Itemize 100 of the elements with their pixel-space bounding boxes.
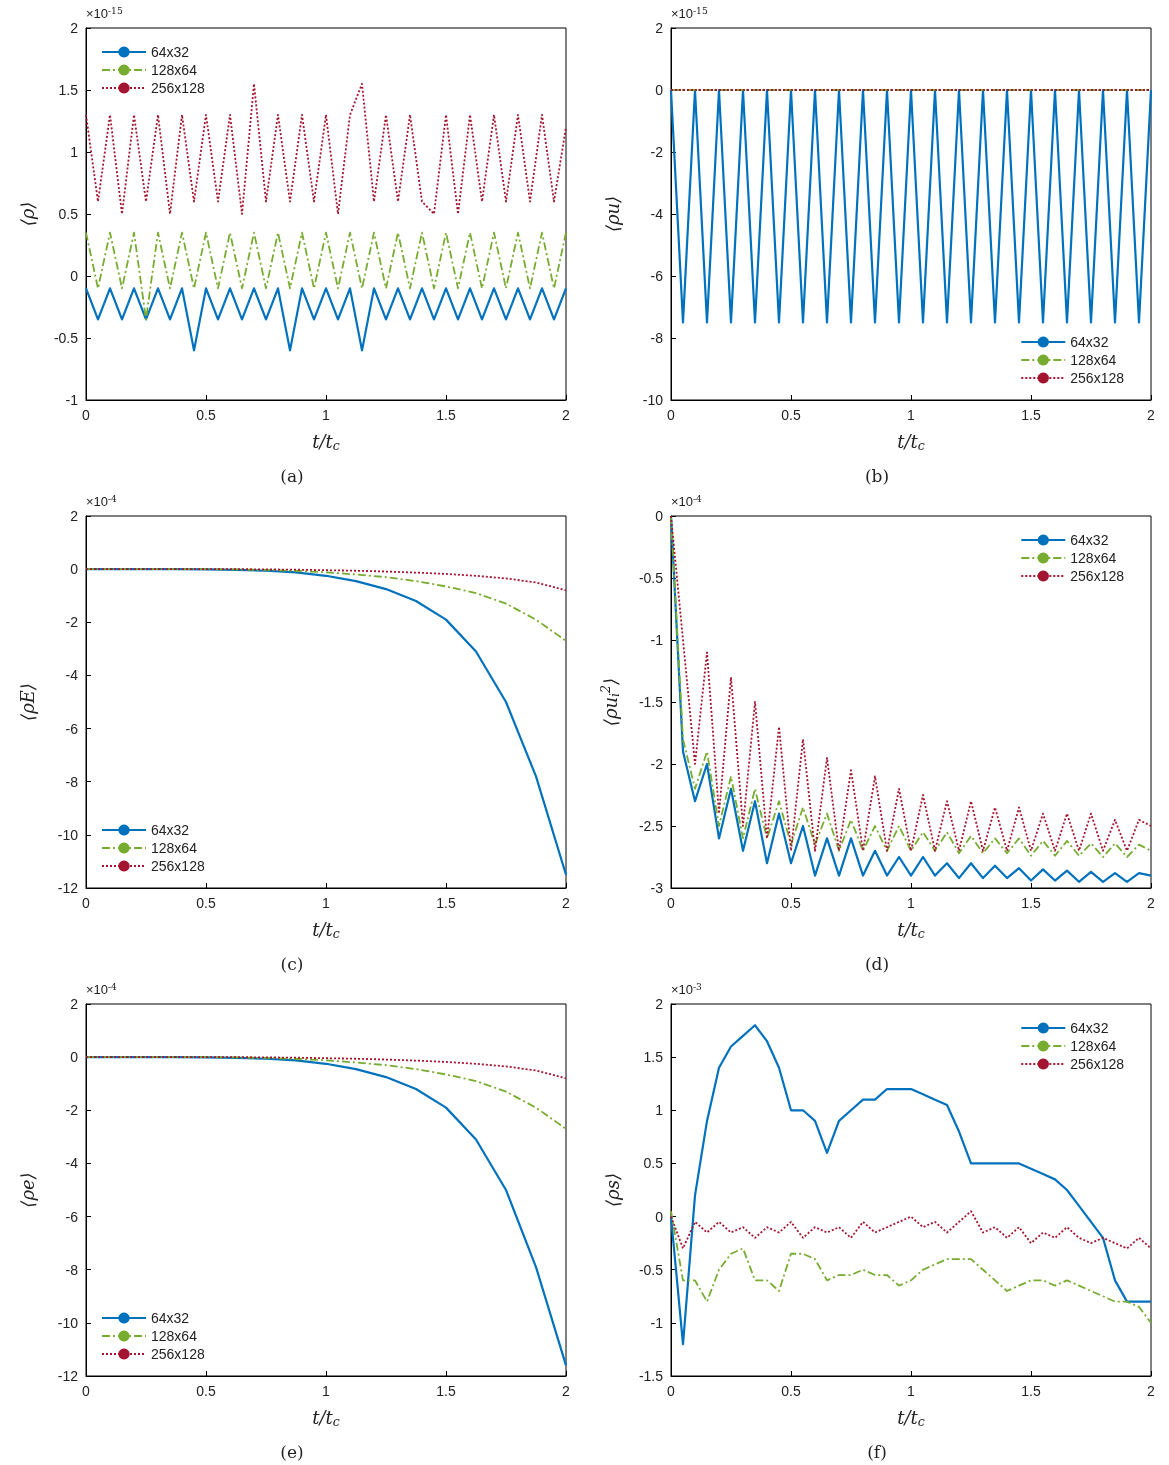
line-series [670, 1210, 1152, 1250]
y-tick-label: 1 [70, 144, 79, 160]
y-tick-label: 0.5 [643, 1155, 664, 1172]
x-tick-label: 1.5 [436, 407, 456, 423]
x-tick-label: 0 [667, 1383, 676, 1399]
y-tick-label: -10 [57, 826, 79, 843]
x-tick-label: 1 [907, 895, 916, 911]
text: (e) [280, 1441, 304, 1462]
y-axis-title: ⟨ρs⟩ [601, 1173, 623, 1207]
y-tick-label: 2 [655, 996, 664, 1012]
line-series [670, 1210, 1152, 1324]
x-tick-label: 1.5 [436, 895, 456, 911]
legend-label: 128x64 [1070, 550, 1117, 566]
text: (f) [867, 1441, 887, 1462]
x-tick-label: 0.5 [781, 407, 801, 423]
y-tick-label: 0 [70, 1049, 79, 1066]
x-tick-label: 0.5 [781, 1383, 801, 1399]
legend-label: 256x128 [1070, 568, 1125, 584]
x-tick-label: 0 [82, 895, 91, 911]
x-tick-label: 1.5 [1021, 895, 1041, 911]
x-tick-label: 0 [667, 407, 676, 423]
y-tick-label: -4 [650, 206, 664, 222]
y-tick-label: -1.5 [638, 1368, 664, 1384]
x-tick-label: 1.5 [1021, 407, 1041, 423]
x-tick-label: 0 [667, 895, 676, 911]
x-tick-label: 2 [562, 1383, 571, 1399]
y-tick-label: -12 [57, 1368, 79, 1384]
y-tick-label: -0.5 [53, 330, 79, 346]
y-tick-label: 0 [655, 1208, 664, 1225]
y-tick-label: -2.5 [638, 818, 664, 834]
text: (b) [864, 465, 890, 486]
x-tick-label: 0.5 [196, 407, 216, 423]
legend-label: 128x64 [151, 62, 198, 78]
y-tick-label: 0 [70, 268, 79, 284]
x-tick-label: 2 [562, 407, 571, 423]
y-tick-label: 0 [655, 508, 664, 524]
y-tick-label: -4 [65, 667, 79, 684]
y-tick-label: -10 [642, 392, 664, 408]
y-tick-label: 2 [70, 996, 79, 1012]
x-tick-label: 1 [322, 895, 331, 911]
y-tick-label: -2 [650, 144, 664, 160]
x-tick-label: 0.5 [196, 895, 216, 911]
x-tick-label: 0 [82, 407, 91, 423]
x-tick-label: 1 [322, 1383, 331, 1399]
y-tick-label: 2 [70, 508, 79, 524]
x-tick-label: 1 [907, 407, 916, 423]
x-tick-label: 1.5 [436, 1383, 456, 1399]
x-tick-label: 2 [562, 895, 571, 911]
x-tick-label: 1 [907, 1383, 916, 1399]
y-tick-label: -2 [650, 756, 664, 772]
x-tick-label: 1 [322, 407, 331, 423]
legend-label: 64x32 [1070, 334, 1109, 350]
y-tick-label: 0 [655, 82, 664, 98]
y-axis-title: ⟨ρE⟩ [16, 683, 38, 721]
y-tick-label: -8 [65, 773, 79, 790]
y-axis-title: ⟨ρui2⟩ [598, 677, 622, 727]
legend-label: 256x128 [151, 80, 205, 96]
y-tick-label: 1.5 [58, 82, 79, 98]
line-series [669, 1024, 1153, 1346]
y-tick-label: -0.5 [638, 570, 664, 586]
x-tick-label: 0.5 [196, 1383, 216, 1399]
y-tick-label: 0.5 [58, 206, 79, 222]
text: (c) [280, 953, 304, 974]
text: (d) [864, 953, 890, 974]
x-tick-label: 1.5 [1021, 1383, 1041, 1399]
legend-label: 64x32 [1070, 532, 1109, 548]
y-tick-label: 2 [70, 20, 79, 36]
x-tick-label: 2 [1147, 1383, 1156, 1399]
y-tick-label: -12 [57, 880, 79, 896]
y-tick-label: -6 [650, 268, 664, 284]
y-tick-label: -3 [650, 880, 664, 896]
legend-label: 64x32 [1070, 1020, 1109, 1036]
line-series [85, 568, 567, 592]
line-series [85, 82, 567, 215]
legend-label: 64x32 [151, 1310, 190, 1326]
y-axis-title: ⟨ρu⟩ [601, 195, 623, 233]
y-tick-label: -6 [65, 1208, 79, 1225]
line-series [85, 568, 567, 642]
y-tick-label: 2 [655, 20, 664, 36]
y-tick-label: -1 [650, 1314, 664, 1331]
legend-label: 256x128 [151, 858, 205, 874]
legend-label: 256x128 [1070, 1056, 1125, 1072]
y-tick-label: -10 [57, 1314, 79, 1331]
x-tick-label: 0 [82, 1383, 91, 1399]
y-tick-label: 1.5 [643, 1049, 664, 1066]
x-tick-label: 0.5 [781, 895, 801, 911]
legend-label: 256x128 [151, 1346, 205, 1362]
y-axis-title: ⟨ρ⟩ [16, 201, 38, 227]
text: (a) [280, 465, 304, 486]
y-tick-label: -1.5 [638, 694, 664, 710]
y-tick-label: 0 [70, 561, 79, 578]
y-tick-label: 1 [655, 1102, 664, 1119]
y-tick-label: -8 [65, 1261, 79, 1278]
legend-label: 128x64 [151, 840, 198, 856]
y-axis-title: ⟨ρe⟩ [16, 1172, 38, 1208]
line-series [85, 1056, 567, 1130]
y-tick-label: -2 [65, 614, 79, 631]
y-tick-label: -0.5 [638, 1261, 664, 1278]
x-tick-label: 2 [1147, 407, 1156, 423]
legend-label: 128x64 [1070, 352, 1117, 368]
